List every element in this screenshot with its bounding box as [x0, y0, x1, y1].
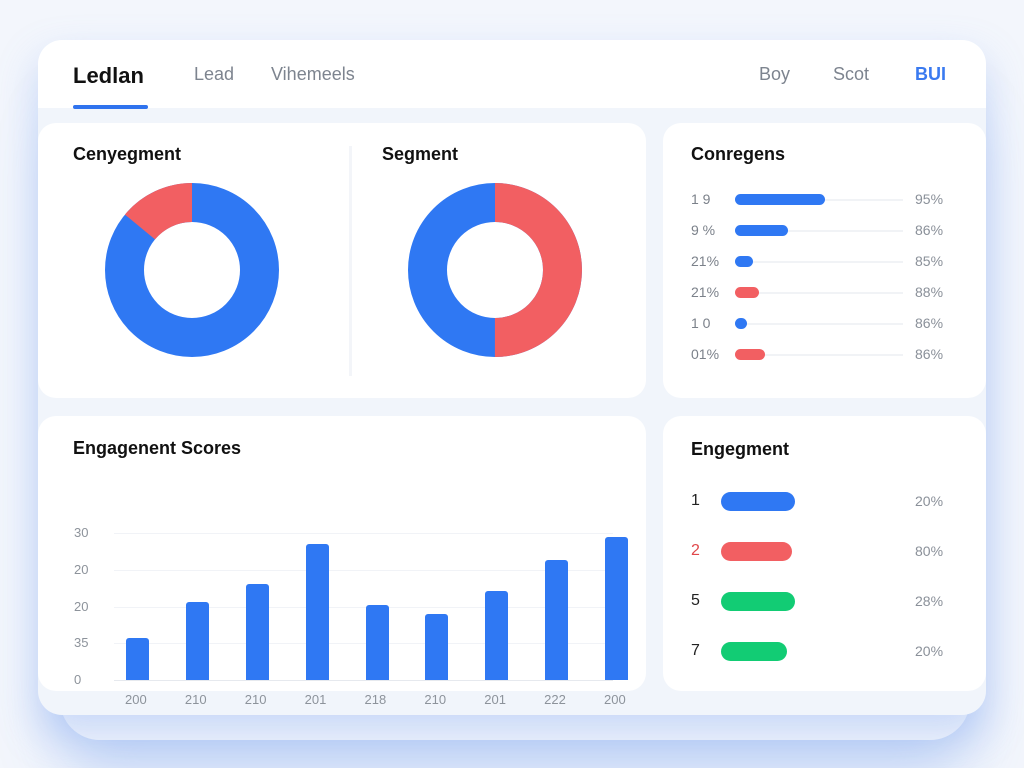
tab-scot[interactable]: Scot — [833, 64, 870, 84]
conregens-bar[interactable] — [735, 349, 765, 360]
conregens-row-value: 88% — [915, 284, 944, 300]
x-tick-label: 210 — [424, 692, 447, 707]
gridline — [114, 533, 613, 534]
x-tick-label: 222 — [544, 692, 566, 707]
x-tick-label: 201 — [304, 692, 327, 707]
card-divider — [349, 146, 352, 376]
engagement-bar[interactable] — [721, 492, 795, 511]
bar-chart-title: Engagenent Scores — [73, 438, 242, 458]
bar[interactable] — [365, 604, 389, 680]
tab-boy[interactable]: Boy — [759, 64, 791, 84]
y-tick-label: 30 — [74, 525, 89, 540]
donut-left-title: Cenyegment — [73, 144, 182, 164]
y-tick-label: 35 — [74, 635, 89, 651]
conregens-row-label: 1 0 — [691, 315, 711, 331]
conregens-track — [735, 354, 903, 356]
engagement-rank: 5 — [691, 592, 700, 609]
engagement-card: Engegment 1 20% 2 80% 5 28% 7 20% — [663, 416, 986, 691]
gridline — [114, 606, 613, 608]
conregens-track — [735, 292, 903, 294]
conregens-row-value: 85% — [915, 253, 944, 269]
y-tick-label: 20 — [74, 561, 89, 577]
engagement-rank: 2 — [691, 542, 700, 559]
tab-lead[interactable]: Lead — [194, 64, 235, 84]
x-tick-label: 210 — [244, 692, 267, 707]
engagement-bar[interactable] — [721, 642, 787, 661]
conregens-bar[interactable] — [735, 318, 747, 329]
conregens-row-label: 01% — [691, 346, 720, 362]
engagement-value: 80% — [915, 543, 944, 559]
engagement-value: 28% — [915, 593, 944, 609]
engagement-rank: 1 — [691, 492, 700, 509]
conregens-bar[interactable] — [735, 256, 753, 267]
tab-vihemeels[interactable]: Vihemeels — [271, 64, 355, 84]
x-tick-label: 201 — [484, 692, 506, 707]
y-tick-label: 20 — [74, 598, 89, 614]
engagement-value: 20% — [915, 643, 944, 659]
bar[interactable] — [545, 560, 569, 680]
conregens-track — [735, 261, 903, 263]
conregens-track — [735, 323, 903, 325]
donut-right-title: Segment — [382, 144, 459, 164]
engagement-bar[interactable] — [721, 542, 792, 561]
engagement-bar[interactable] — [721, 592, 795, 611]
conregens-bar[interactable] — [735, 225, 788, 236]
conregens-bar[interactable] — [735, 287, 759, 298]
tab-ledlan[interactable]: Ledlan — [73, 63, 144, 88]
conregens-row-value: 95% — [915, 191, 944, 207]
bar[interactable] — [126, 637, 149, 680]
conregens-row-label: 1 9 — [691, 191, 711, 207]
conregens-row-value: 86% — [915, 346, 944, 362]
bar[interactable] — [185, 602, 209, 680]
x-tick-label: 200 — [125, 692, 147, 707]
engagement-scores-card: Engagenent Scores 0 35 20 20 30 200 210 210 201 2… — [38, 416, 646, 707]
conregens-bar[interactable] — [735, 194, 825, 205]
conregens-title: Conregens — [691, 144, 786, 164]
engagement-value: 20% — [915, 493, 944, 509]
gridline — [114, 680, 613, 681]
conregens-row-label: 21% — [691, 253, 720, 269]
bar[interactable] — [305, 543, 329, 680]
donut-chart-right[interactable] — [407, 182, 583, 358]
top-nav: Ledlan Lead Vihemeels Boy Scot BUI — [38, 40, 986, 109]
donut-chart-left[interactable] — [104, 182, 280, 358]
x-tick-label: 218 — [364, 692, 387, 707]
gridline — [114, 569, 613, 571]
engagement-rank: 7 — [691, 642, 700, 659]
bar[interactable] — [605, 536, 628, 680]
x-tick-label: 200 — [604, 692, 626, 707]
conregens-row-value: 86% — [915, 315, 944, 331]
bar[interactable] — [425, 614, 449, 680]
y-tick-label: 0 — [74, 672, 82, 687]
tab-bui[interactable]: BUI — [915, 64, 946, 84]
conregens-row-value: 86% — [915, 222, 944, 238]
dashboard-window: Ledlan Lead Vihemeels Boy Scot BUI Cenye… — [38, 40, 986, 715]
bar[interactable] — [245, 583, 269, 680]
conregens-row-label: 9 % — [691, 222, 716, 238]
bar[interactable] — [485, 590, 509, 680]
conregens-track — [735, 230, 903, 232]
segment-card: Cenyegment Segment — [38, 123, 646, 398]
active-tab-indicator — [73, 105, 148, 109]
gridline — [114, 643, 613, 645]
engagement-title: Engegment — [691, 439, 790, 459]
conregens-card: Conregens 1 9 95% 9 % 86% 21% 85% 21% 88% 1 0 86%… — [663, 123, 986, 398]
x-tick-label: 210 — [184, 692, 207, 707]
conregens-row-label: 21% — [691, 284, 720, 300]
